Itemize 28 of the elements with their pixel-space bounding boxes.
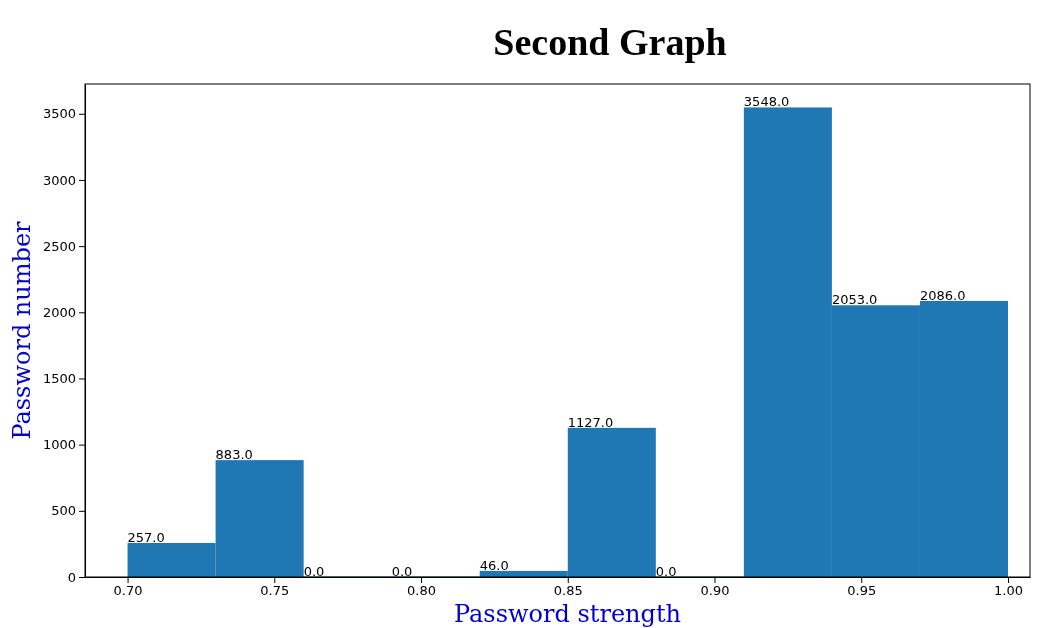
data-label: 0.0: [655, 564, 677, 579]
data-label: 46.0: [479, 557, 509, 573]
data-label: 0.0: [303, 564, 325, 579]
data-label: 1127.0: [567, 414, 614, 430]
y-tick-label: 500: [51, 503, 76, 519]
data-label: 2086.0: [919, 287, 966, 303]
x-tick-label: 0.75: [260, 583, 290, 599]
y-tick-label: 2500: [42, 238, 76, 254]
y-tick-label: 0: [67, 569, 76, 585]
x-axis-title: Password strength: [453, 600, 682, 628]
x-tick-label: 0.70: [113, 583, 143, 599]
y-tick-label: 1500: [42, 371, 76, 387]
y-tick-label: 3500: [42, 106, 76, 122]
data-label: 0.0: [391, 564, 413, 579]
data-label: 257.0: [127, 529, 165, 545]
y-tick-label: 1000: [42, 437, 76, 453]
data-label: 3548.0: [743, 94, 790, 110]
x-tick-label: 0.80: [407, 583, 437, 599]
x-tick-label: 0.95: [847, 583, 877, 599]
chart-title: Second Graph: [493, 21, 727, 63]
y-tick-label: 3000: [42, 172, 76, 188]
x-tick-label: 0.85: [553, 583, 583, 599]
y-tick-label: 2000: [42, 304, 76, 320]
y-axis-title: Password number: [8, 220, 36, 440]
data-label: 883.0: [215, 447, 253, 463]
data-label: 2053.0: [831, 292, 878, 308]
x-tick-label: 0.90: [700, 583, 730, 599]
x-tick-label: 1.00: [994, 583, 1023, 599]
